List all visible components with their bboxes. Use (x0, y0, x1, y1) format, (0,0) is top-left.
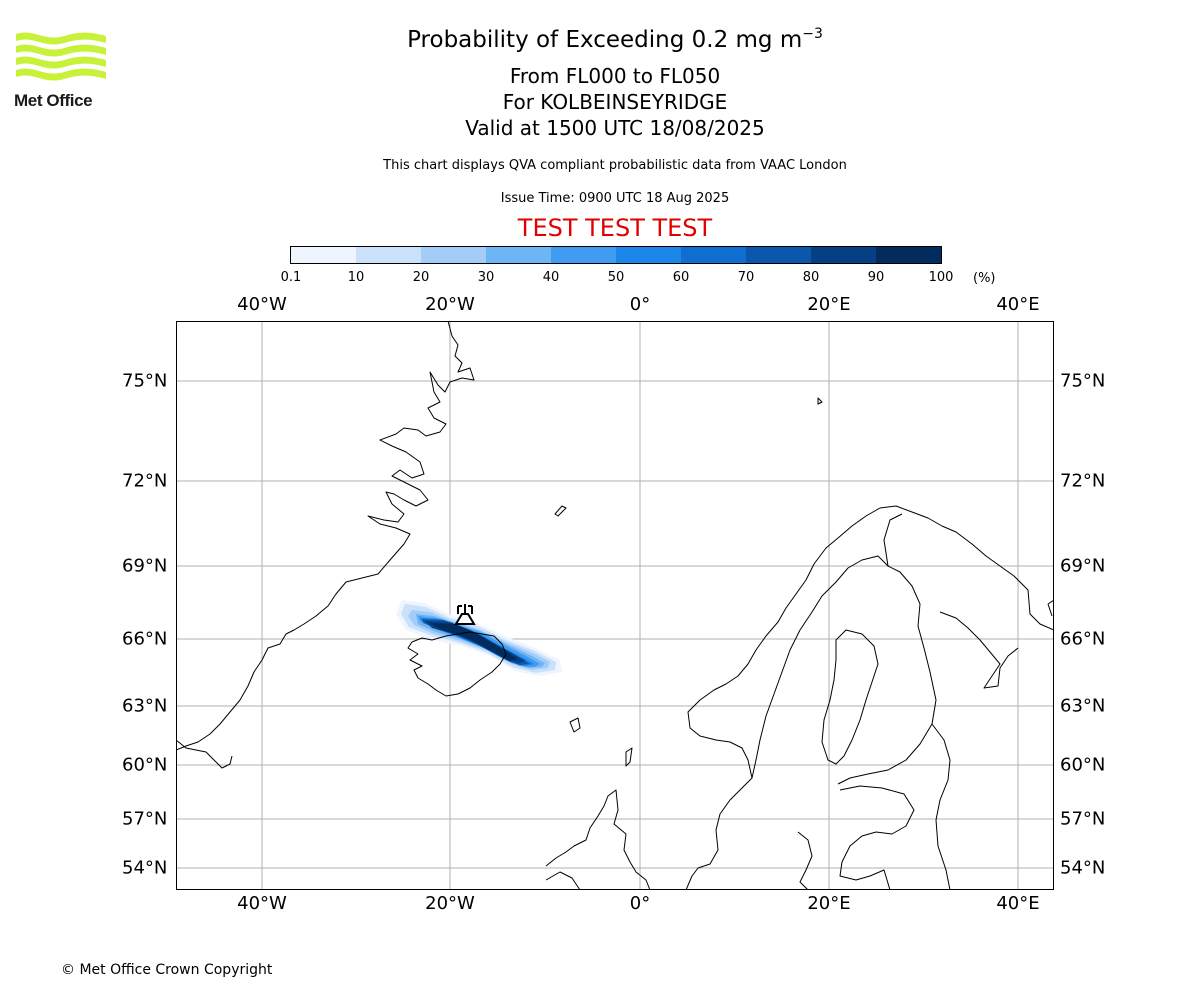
colorbar-tick-label: 70 (737, 270, 755, 285)
lat-label-left: 63°N (122, 695, 168, 717)
test-banner: TEST TEST TEST (517, 214, 713, 242)
colorbar-tick-label: 100 (928, 270, 954, 285)
coastlines (176, 321, 1054, 890)
colorbar-tick-label: 40 (542, 270, 560, 285)
map-panel (176, 321, 1054, 890)
lon-label-bottom: 40°W (237, 893, 287, 914)
met-office-logo (14, 30, 108, 112)
chart-title-exponent: −3 (802, 26, 823, 42)
copyright-text: © Met Office Crown Copyright (61, 962, 273, 978)
lat-label-left: 66°N (122, 628, 168, 650)
lat-label-right: 60°N (1060, 754, 1106, 776)
colorbar-tick-label: 90 (867, 270, 885, 285)
colorbar-segment (551, 247, 616, 263)
colorbar-segment (746, 247, 811, 263)
colorbar-segment (876, 247, 941, 263)
lat-label-right: 57°N (1060, 808, 1106, 830)
colorbar-segment (356, 247, 421, 263)
chart-title: Probability of Exceeding 0.2 mg m−3 (0, 27, 1200, 53)
lat-label-right: 69°N (1060, 555, 1106, 577)
valid-time: Valid at 1500 UTC 18/08/2025 (465, 116, 765, 140)
probability-colorbar (290, 246, 942, 264)
colorbar-tick-label: 30 (477, 270, 495, 285)
colorbar-segment (291, 247, 356, 263)
colorbar-tick-label: 50 (607, 270, 625, 285)
lon-label-bottom: 40°E (996, 893, 1040, 914)
colorbar-tick-label: 10 (347, 270, 365, 285)
colorbar-tick-label: 0.1 (280, 270, 302, 285)
colorbar-unit: (%) (973, 271, 996, 286)
lat-label-left: 72°N (122, 470, 168, 492)
lon-label-top: 40°E (996, 294, 1040, 315)
lat-label-left: 54°N (122, 857, 168, 879)
lat-label-right: 66°N (1060, 628, 1106, 650)
colorbar-tick-labels: 0.1 10 20 30 40 50 60 70 80 90 100 (0, 270, 1200, 290)
location-name: For KOLBEINSEYRIDGE (502, 90, 728, 114)
lon-label-bottom: 20°E (807, 893, 851, 914)
colorbar-segment (681, 247, 746, 263)
colorbar-segment (486, 247, 551, 263)
colorbar-segment (811, 247, 876, 263)
qva-note: This chart displays QVA compliant probab… (383, 158, 847, 173)
lat-label-left: 57°N (122, 808, 168, 830)
lon-label-bottom: 0° (629, 893, 651, 914)
met-office-logo-text: Met Office (14, 91, 93, 110)
volcano-icon (454, 604, 476, 625)
lat-label-left: 75°N (122, 370, 168, 392)
colorbar-tick-label: 60 (672, 270, 690, 285)
lat-label-right: 63°N (1060, 695, 1106, 717)
colorbar-tick-label: 20 (412, 270, 430, 285)
lat-label-right: 75°N (1060, 370, 1106, 392)
lat-label-right: 54°N (1060, 857, 1106, 879)
lat-label-left: 60°N (122, 754, 168, 776)
map-background (176, 321, 1054, 890)
lat-label-right: 72°N (1060, 470, 1106, 492)
lon-label-top: 20°E (807, 294, 851, 315)
met-office-wave-icon (16, 32, 106, 81)
lon-label-bottom: 20°W (425, 893, 475, 914)
lat-label-left: 69°N (122, 555, 168, 577)
colorbar-segment (421, 247, 486, 263)
ash-probability-field (396, 600, 562, 676)
lon-label-top: 0° (629, 294, 651, 315)
graticule (176, 321, 1054, 890)
map-frame (176, 321, 1054, 890)
colorbar-segment (616, 247, 681, 263)
colorbar-border (290, 246, 942, 264)
issue-time: Issue Time: 0900 UTC 18 Aug 2025 (500, 191, 730, 206)
lon-label-top: 20°W (425, 294, 475, 315)
lon-label-top: 40°W (237, 294, 287, 315)
flight-level-range: From FL000 to FL050 (509, 64, 721, 88)
chart-title-text: Probability of Exceeding 0.2 mg m (407, 27, 803, 53)
colorbar-tick-label: 80 (802, 270, 820, 285)
